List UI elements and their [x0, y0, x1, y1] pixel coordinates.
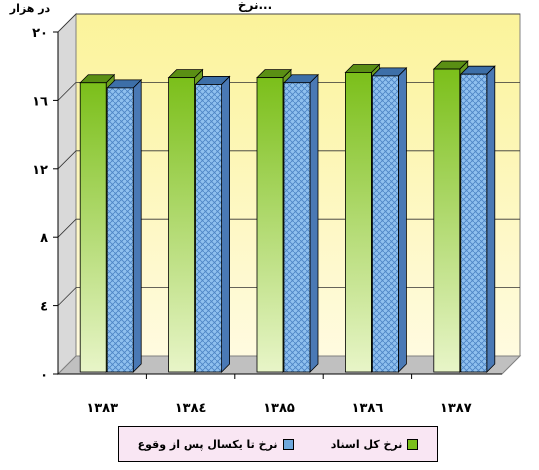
bar-4-1: [460, 73, 488, 373]
bar-side-4-1: [486, 65, 496, 373]
bars: [79, 60, 496, 373]
legend: نرخ کل اسناد نرخ تا یکسال پس از وقوع: [118, 426, 438, 462]
legend-label-series-2: نرخ تا یکسال پس از وقوع: [137, 437, 278, 451]
x-tick-label: ۱۳۸٤: [175, 401, 207, 416]
x-tick-label: ۱۳۸۳: [86, 401, 118, 416]
bar-3-1: [371, 75, 399, 373]
legend-item-series-2: نرخ تا یکسال پس از وقوع: [138, 438, 294, 451]
side-wall: [57, 12, 77, 376]
bar-3-0: [344, 72, 372, 373]
bar-2-1: [283, 82, 311, 373]
tick-labels: ۰ ٤ ۸ ۱۲ ۱٦ ۲۰ ۱۳۸۳ ۱۳۸٤ ۱۳۸۵ ۱۳۸٦ ۱۳۸۷: [32, 26, 472, 416]
y-tick-label: ۱۲: [32, 163, 48, 178]
y-tick-label: ۸: [40, 231, 48, 246]
chart-title-fragment: نرخ...: [238, 0, 272, 12]
bar-1-0: [168, 77, 196, 373]
y-tick-label: ٤: [40, 300, 48, 315]
bar-side-1-1: [221, 75, 231, 373]
bar-1-1: [195, 84, 223, 373]
legend-item-series-1: نرخ کل اسناد: [331, 438, 419, 451]
axes: [53, 31, 502, 379]
bar-0-1: [106, 87, 134, 373]
bar-4-0: [433, 68, 461, 373]
bar-side-2-1: [309, 73, 319, 373]
y-tick-label: ۲۰: [32, 26, 48, 41]
y-tick-label: ۰: [40, 368, 48, 383]
x-tick-label: ۱۳۸۷: [440, 401, 472, 416]
y-axis-unit-label: در هزار: [9, 2, 51, 15]
bar-0-0: [79, 82, 107, 373]
x-tick-label: ۱۳۸۵: [263, 401, 295, 416]
bar-side-3-1: [397, 66, 407, 373]
legend-swatch-blue: [282, 438, 294, 450]
bar-side-0-1: [132, 78, 142, 373]
bar-2-0: [256, 77, 284, 373]
legend-swatch-green: [407, 438, 419, 450]
y-tick-label: ۱٦: [32, 94, 48, 109]
gridline: [57, 13, 520, 33]
x-tick-label: ۱۳۸٦: [352, 401, 384, 416]
legend-label-series-1: نرخ کل اسناد: [330, 437, 403, 451]
